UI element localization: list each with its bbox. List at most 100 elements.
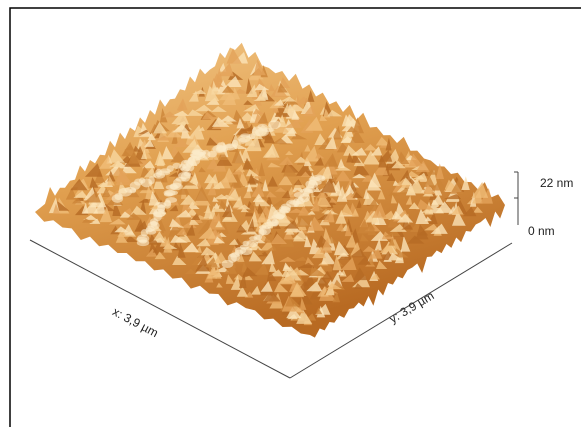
surface-peak bbox=[303, 104, 316, 117]
surface-peak bbox=[223, 263, 237, 274]
surface-peak bbox=[182, 242, 199, 253]
surface-peak bbox=[83, 214, 98, 220]
surface-peak bbox=[213, 212, 221, 223]
surface-peak bbox=[350, 129, 365, 143]
surface-peak bbox=[427, 169, 437, 175]
surface-peak bbox=[211, 80, 219, 95]
surface bbox=[35, 42, 505, 338]
surface-peak bbox=[346, 126, 358, 133]
surface-peak bbox=[293, 256, 307, 261]
surface-peak bbox=[320, 237, 333, 253]
surface-peak bbox=[154, 150, 166, 166]
ridge-highlight bbox=[266, 217, 278, 227]
ridge-highlight bbox=[137, 234, 150, 243]
surface-peak bbox=[401, 177, 413, 185]
surface-peak bbox=[166, 129, 183, 138]
surface-peak bbox=[293, 179, 303, 186]
surface-peak bbox=[415, 160, 430, 172]
surface-peak bbox=[147, 234, 159, 245]
surface-peak bbox=[277, 82, 288, 93]
surface-peak bbox=[299, 297, 307, 310]
surface-peak bbox=[287, 208, 306, 213]
surface-peak bbox=[112, 166, 129, 176]
surface-peak bbox=[176, 209, 192, 218]
surface-peak bbox=[262, 146, 277, 158]
ridge-highlight bbox=[314, 175, 326, 182]
surface-peak bbox=[238, 275, 254, 281]
surface-peak bbox=[130, 205, 147, 215]
surface-peak bbox=[336, 185, 348, 202]
surface-peak bbox=[228, 238, 239, 245]
surface-peak bbox=[153, 121, 168, 134]
surface-peak bbox=[225, 274, 235, 284]
surface-peak bbox=[408, 153, 423, 167]
surface-peak bbox=[323, 209, 339, 215]
surface-peak bbox=[388, 237, 395, 246]
surface-peak bbox=[101, 187, 111, 198]
ridge-highlight bbox=[299, 193, 311, 203]
ridge-highlight bbox=[258, 228, 267, 236]
surface-peak bbox=[248, 251, 263, 262]
surface-peak bbox=[408, 202, 420, 210]
surface-peak bbox=[274, 187, 287, 192]
surface-peak bbox=[365, 197, 380, 212]
surface-peak bbox=[351, 147, 367, 156]
y-axis-line bbox=[289, 242, 513, 379]
surface-peak bbox=[407, 235, 425, 244]
surface-peak bbox=[363, 188, 370, 199]
surface-peak bbox=[336, 269, 345, 276]
surface-peak bbox=[288, 103, 306, 112]
surface-peak bbox=[339, 203, 354, 215]
ridge-highlight bbox=[172, 162, 182, 169]
ridge-highlight bbox=[248, 133, 256, 140]
surface-peak bbox=[161, 145, 174, 160]
surface-peak bbox=[283, 220, 299, 229]
surface-peak bbox=[198, 167, 206, 173]
surface-peak bbox=[247, 218, 255, 232]
ridge-highlight bbox=[231, 139, 239, 148]
surface-peak bbox=[369, 273, 380, 280]
surface-peak bbox=[375, 136, 391, 146]
surface-peak bbox=[230, 275, 241, 290]
surface-peak bbox=[270, 233, 287, 244]
surface-peak bbox=[108, 218, 126, 225]
x-axis-label: x: 3,9 µm bbox=[110, 304, 160, 340]
surface-peak bbox=[352, 192, 364, 199]
surface-peak bbox=[253, 59, 266, 76]
surface-peak bbox=[257, 203, 265, 214]
frame bbox=[9, 7, 581, 432]
surface-peak bbox=[194, 104, 213, 112]
surface-peak bbox=[201, 112, 216, 120]
surface-peak bbox=[172, 124, 190, 133]
surface-peak bbox=[261, 250, 275, 265]
surface-peak bbox=[312, 245, 326, 259]
surface-peak bbox=[252, 247, 264, 256]
surface-peak bbox=[396, 151, 410, 165]
ridge-highlight bbox=[268, 120, 281, 130]
surface-peak bbox=[310, 196, 320, 212]
surface-peak bbox=[336, 222, 344, 231]
surface-peak bbox=[206, 97, 220, 105]
surface-peak bbox=[451, 210, 466, 226]
surface-peak bbox=[313, 186, 321, 192]
surface-peak bbox=[239, 272, 247, 289]
surface-peak bbox=[114, 170, 132, 182]
surface-peak bbox=[232, 195, 244, 208]
ridge-highlight bbox=[166, 165, 174, 172]
surface-peak bbox=[337, 158, 345, 168]
surface-peak bbox=[170, 151, 187, 163]
surface-peak bbox=[370, 146, 383, 156]
surface-peak bbox=[359, 234, 369, 242]
surface-peak bbox=[332, 291, 341, 303]
surface-peak bbox=[203, 203, 213, 219]
surface-peak bbox=[322, 210, 335, 223]
ridge-highlight bbox=[253, 234, 261, 242]
surface-peak bbox=[187, 109, 204, 116]
surface-peak bbox=[260, 281, 273, 292]
surface-peak bbox=[296, 309, 313, 324]
surface-peak bbox=[230, 169, 244, 175]
surface-peak bbox=[268, 84, 276, 92]
surface-peak bbox=[325, 135, 337, 150]
surface-peak bbox=[234, 164, 245, 173]
